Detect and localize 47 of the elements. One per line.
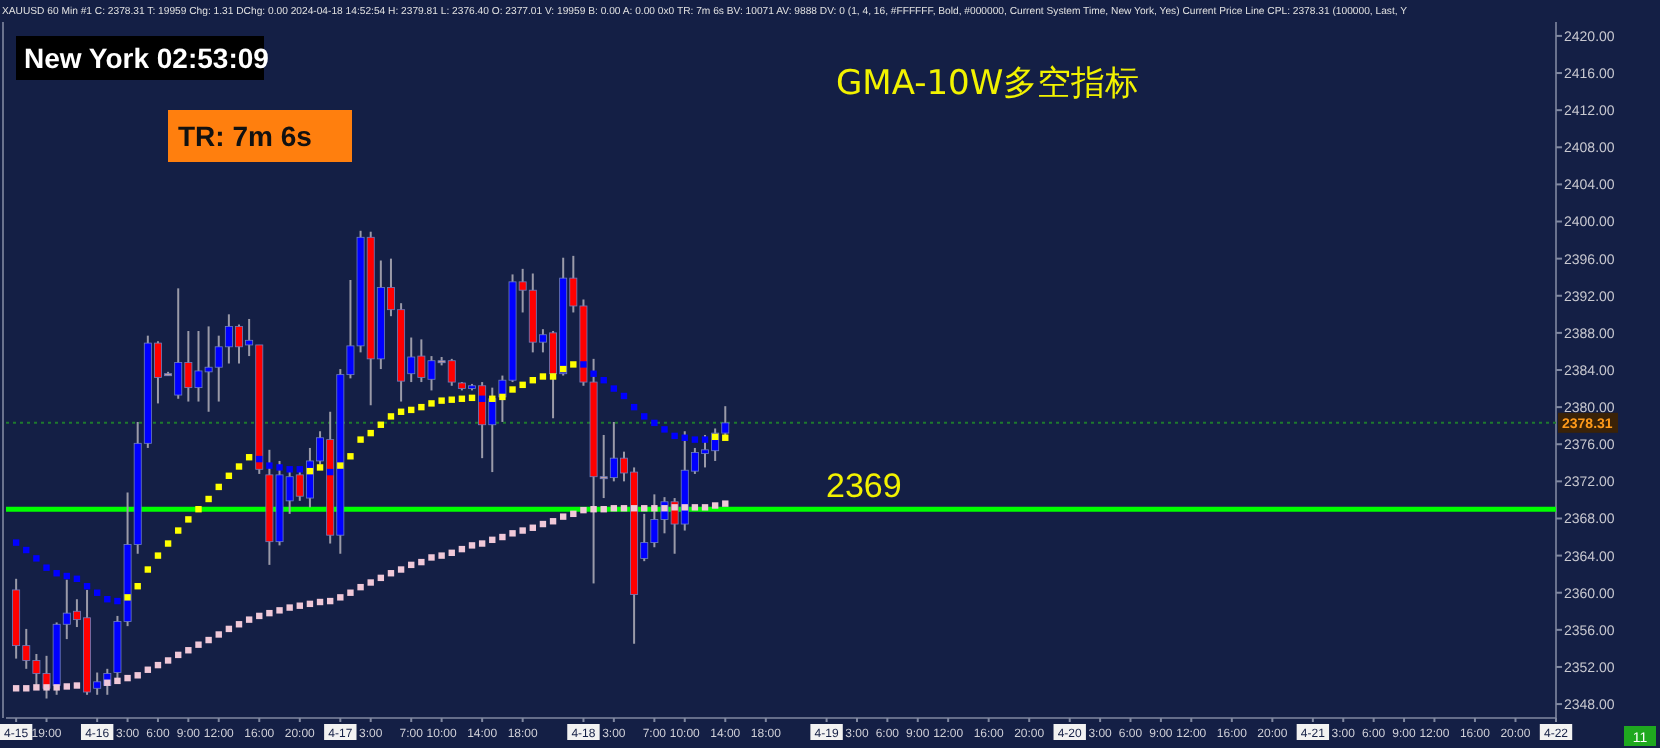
point [519,381,526,389]
point [104,596,111,603]
point [286,466,293,473]
point [235,463,243,470]
point [316,464,324,471]
point [701,436,709,443]
point [691,436,699,443]
point [43,564,50,571]
point [12,539,20,546]
point [53,570,60,577]
point [114,597,121,605]
point [418,403,425,411]
point [580,361,587,368]
ref-line-label: 2369 [826,467,902,506]
point [175,527,182,534]
point [276,464,283,471]
point [347,453,354,460]
point [590,370,597,377]
point [33,555,40,562]
annotation: New York 02:53:09 [24,42,270,74]
point [509,386,516,393]
point [124,594,131,601]
text: GMA-10W多空指标 [836,64,1140,104]
point [387,413,395,420]
point [438,397,445,404]
point [610,385,618,392]
point [499,393,506,401]
point [448,396,455,403]
point [641,413,648,420]
point [661,426,668,433]
point [195,506,202,513]
point [164,540,172,547]
point [428,400,435,407]
point [205,495,212,503]
point [154,552,162,559]
point [549,373,557,380]
point [671,432,678,440]
point [357,436,364,443]
point [651,419,658,427]
point [539,373,547,380]
point [144,566,152,573]
point [185,516,192,523]
point [134,583,141,590]
point [337,462,344,469]
point [266,462,273,469]
annotation: TR: 7m 6s [178,120,313,152]
point [570,361,577,368]
